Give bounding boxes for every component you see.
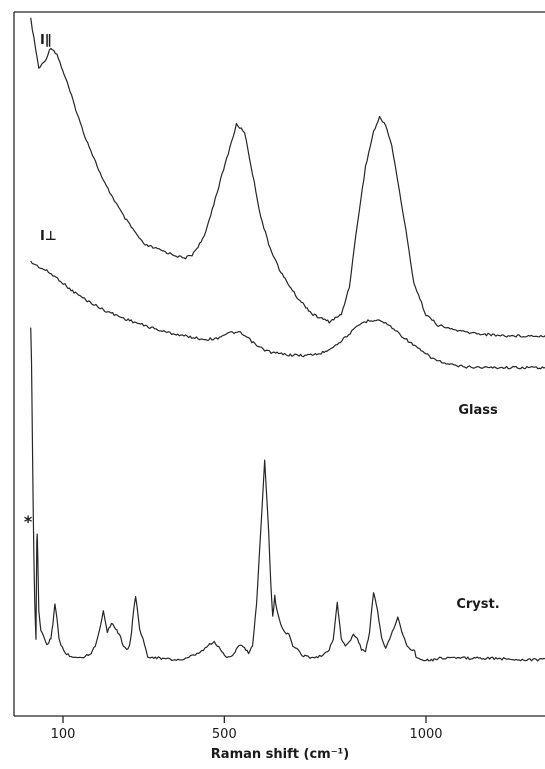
label-i-perp: I⊥ <box>40 229 57 244</box>
x-axis-title: Raman shift (cm⁻¹) <box>211 747 349 762</box>
label-i-parallel: I∥ <box>40 33 51 48</box>
x-tick-label-1000: 1000 <box>409 727 442 742</box>
x-axis-ticks <box>62 716 427 723</box>
spectra-traces <box>30 17 545 662</box>
x-axis-tick-labels: 100 500 1000 <box>51 727 443 742</box>
spectrum-glass-parallel <box>30 17 545 338</box>
label-glass: Glass <box>458 403 498 418</box>
spectrum-crystal <box>30 327 545 662</box>
spectrum-glass-perp <box>30 260 545 370</box>
x-tick-label-500: 500 <box>212 727 237 742</box>
asterisk-marker: * <box>24 512 33 531</box>
label-cryst: Cryst. <box>456 597 499 612</box>
x-tick-label-100: 100 <box>51 727 76 742</box>
